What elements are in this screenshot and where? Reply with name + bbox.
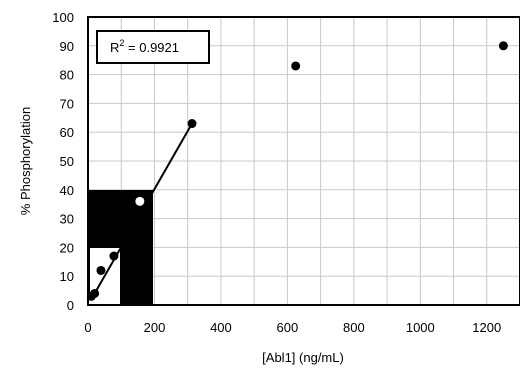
- y-tick-label: 0: [67, 298, 74, 313]
- y-tick-label: 60: [60, 125, 74, 140]
- x-tick-label: 1200: [472, 320, 501, 335]
- y-axis-ticks: 0 10 20 30 40 50 60 70 80 90 100: [52, 10, 74, 313]
- y-axis-label: % Phosphorylation: [18, 107, 33, 215]
- data-point: [109, 251, 119, 261]
- x-tick-label: 400: [210, 320, 232, 335]
- y-tick-label: 100: [52, 10, 74, 25]
- data-point: [96, 265, 106, 275]
- r2-box: R2 = 0.9921: [96, 30, 210, 64]
- y-tick-label: 50: [60, 154, 74, 169]
- data-point: [90, 288, 100, 298]
- x-tick-label: 0: [84, 320, 91, 335]
- data-point: [135, 196, 145, 206]
- y-tick-label: 40: [60, 183, 74, 198]
- gridlines: [88, 17, 520, 305]
- data-point: [291, 61, 301, 71]
- r2-annotation: R2 = 0.9921: [110, 38, 179, 55]
- x-tick-label: 800: [343, 320, 365, 335]
- y-tick-label: 90: [60, 39, 74, 54]
- x-axis-ticks: 0 200 400 600 800 1000 1200: [84, 320, 501, 335]
- y-tick-label: 80: [60, 68, 74, 83]
- x-tick-label: 1000: [406, 320, 435, 335]
- y-tick-label: 70: [60, 96, 74, 111]
- data-point: [187, 119, 197, 129]
- plot-frame: [87, 16, 520, 306]
- data-point: [498, 41, 508, 51]
- r2-label: R: [110, 40, 119, 55]
- x-tick-label: 600: [277, 320, 299, 335]
- r2-superscript: 2: [119, 38, 124, 48]
- trendline: [87, 123, 193, 306]
- y-tick-label: 10: [60, 269, 74, 284]
- y-tick-label: 30: [60, 212, 74, 227]
- r2-value: = 0.9921: [124, 40, 179, 55]
- x-axis-label: [Abl1] (ng/mL): [262, 350, 344, 365]
- x-tick-label: 200: [144, 320, 166, 335]
- y-tick-label: 20: [60, 240, 74, 255]
